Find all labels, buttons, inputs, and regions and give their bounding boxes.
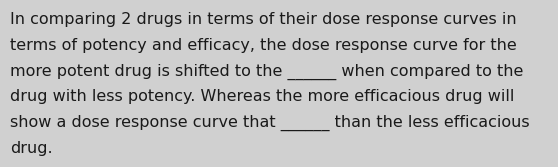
Text: show a dose response curve that ______ than the less efficacious: show a dose response curve that ______ t… — [10, 115, 530, 131]
Text: terms of potency and efficacy, the dose response curve for the: terms of potency and efficacy, the dose … — [10, 38, 517, 53]
Text: In comparing 2 drugs in terms of their dose response curves in: In comparing 2 drugs in terms of their d… — [10, 12, 517, 27]
Text: drug.: drug. — [10, 141, 52, 156]
Text: drug with less potency. Whereas the more efficacious drug will: drug with less potency. Whereas the more… — [10, 89, 514, 104]
Text: more potent drug is shifted to the ______ when compared to the: more potent drug is shifted to the _____… — [10, 63, 523, 80]
